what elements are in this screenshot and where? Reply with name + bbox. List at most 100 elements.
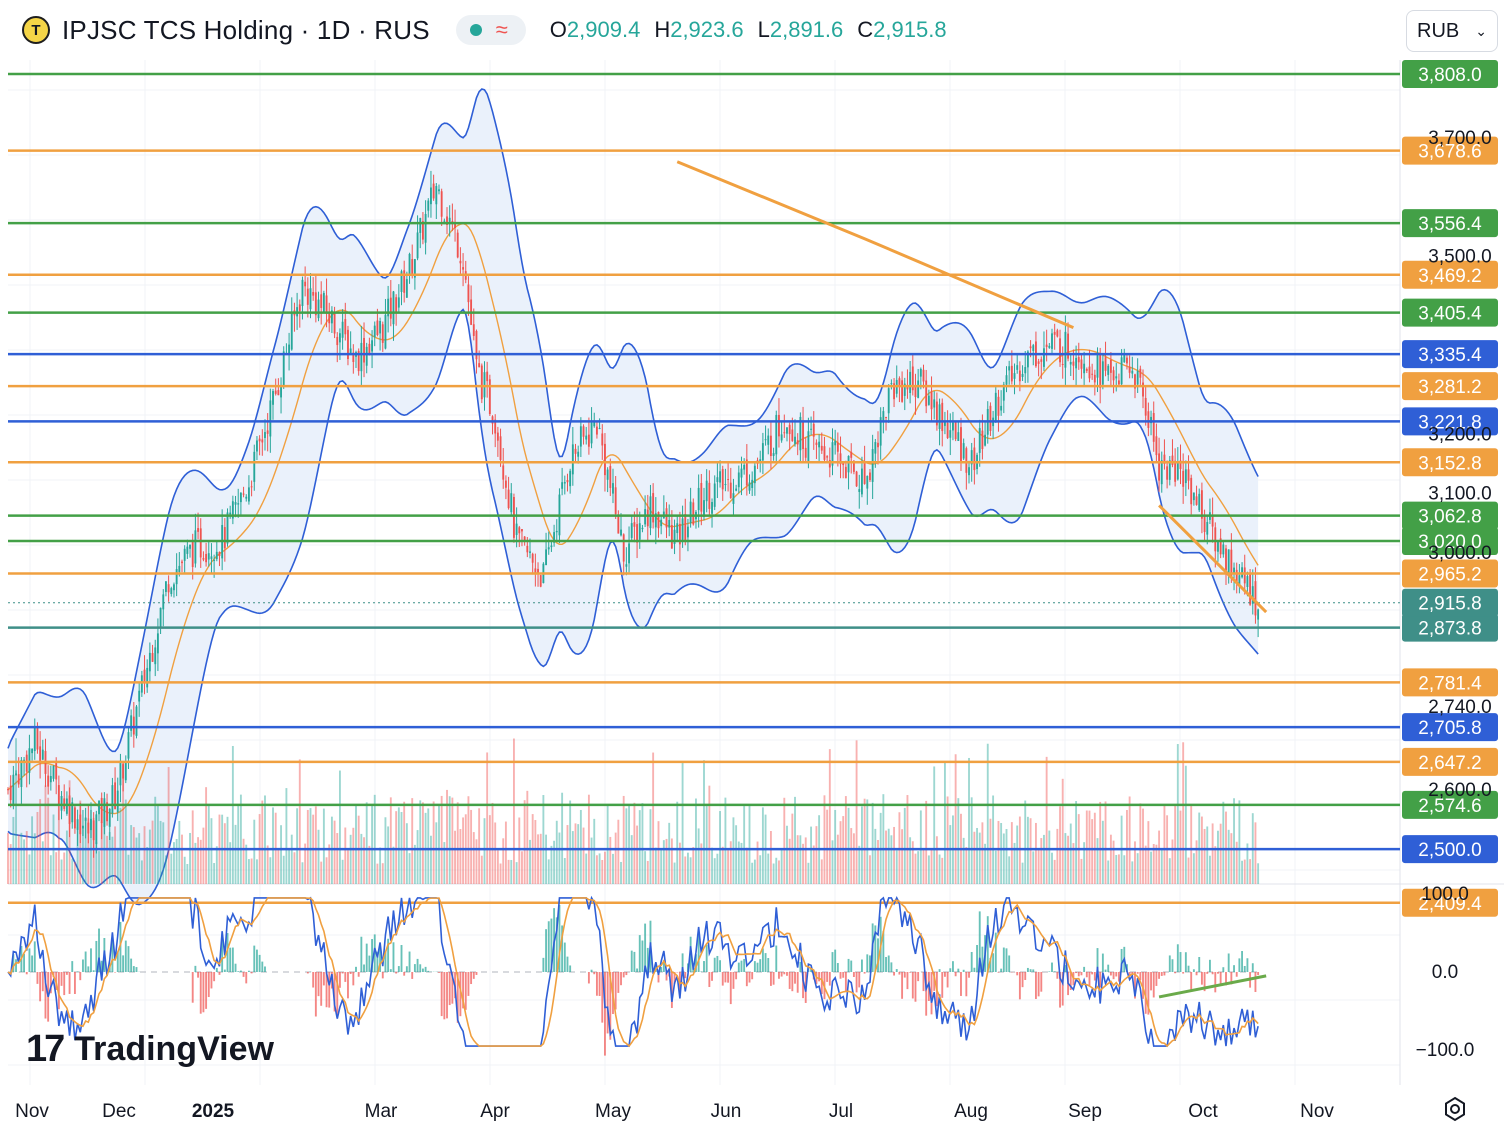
volume-bar	[852, 833, 855, 884]
volume-bar	[411, 798, 414, 884]
histogram-bar	[231, 947, 234, 972]
candle-body	[1238, 575, 1241, 585]
candle-body	[1123, 354, 1126, 363]
volume-bar	[871, 802, 874, 884]
candle-body	[804, 447, 807, 458]
candle-body	[15, 773, 17, 775]
volume-bar	[55, 852, 58, 884]
oscillator-pane	[7, 895, 1267, 1056]
candle-body	[432, 183, 435, 199]
candle-body	[280, 385, 282, 398]
histogram-bar	[960, 972, 962, 996]
ohlc-readout: O2,909.4 H2,923.6 L2,891.6 C2,915.8	[550, 17, 947, 43]
volume-bar	[183, 856, 186, 884]
volume-bar	[861, 806, 863, 884]
histogram-bar	[703, 961, 705, 972]
histogram-bar	[1109, 972, 1112, 976]
candle-body	[1155, 436, 1158, 456]
status-pill[interactable]: ≈	[455, 15, 526, 45]
volume-bar	[73, 861, 76, 884]
candle-body	[721, 469, 724, 490]
candle-body	[1144, 397, 1147, 416]
symbol-title[interactable]: IPJSC TCS Holding · 1D · RUS	[62, 14, 430, 45]
volume-bar	[60, 859, 63, 884]
candle-body	[1101, 361, 1104, 385]
volume-bar	[486, 752, 489, 884]
volume-bar	[767, 853, 770, 884]
volume-bar	[491, 802, 494, 884]
histogram-bar	[116, 951, 119, 972]
volume-bar	[919, 810, 922, 884]
candle-body	[748, 482, 751, 491]
volume-bar	[454, 830, 456, 884]
histogram-bar	[1152, 972, 1155, 998]
histogram-bar	[965, 972, 968, 997]
histogram-bar	[901, 972, 904, 999]
volume-bar	[100, 822, 103, 884]
candle-body	[1048, 345, 1051, 348]
histogram-bar	[347, 972, 349, 999]
histogram-bar	[721, 972, 724, 986]
volume-bar	[20, 832, 23, 884]
candle-body	[387, 298, 390, 317]
histogram-bar	[727, 972, 730, 983]
histogram-bar	[968, 972, 970, 978]
volume-bar	[807, 862, 810, 884]
volume-bar	[1158, 830, 1161, 884]
volume-bar	[954, 754, 957, 884]
candle-body	[28, 748, 31, 773]
candle-body	[1171, 455, 1174, 465]
histogram-bar	[745, 972, 748, 987]
candle-body	[472, 324, 475, 336]
currency-select[interactable]: RUB ⌄	[1406, 10, 1498, 52]
candle-body	[400, 271, 403, 292]
histogram-bar	[633, 951, 636, 972]
candle-body	[555, 530, 558, 533]
histogram-bar	[550, 918, 553, 972]
histogram-bar	[547, 921, 550, 972]
histogram-bar	[1104, 969, 1107, 972]
candle-body	[625, 564, 628, 567]
level-tag	[1402, 260, 1498, 289]
candle-body	[106, 802, 108, 822]
histogram-bar	[625, 972, 628, 976]
candle-body	[55, 761, 58, 780]
volume-bar	[44, 785, 47, 884]
histogram-bar	[911, 972, 914, 999]
volume-bar	[502, 838, 505, 884]
histogram-bar	[836, 963, 839, 972]
candle-body	[1005, 375, 1008, 385]
candle-body	[234, 502, 237, 505]
candle-body	[1010, 365, 1013, 382]
candle-body	[384, 314, 387, 349]
histogram-bar	[842, 972, 845, 978]
gear-icon[interactable]	[1442, 1096, 1468, 1122]
histogram-bar	[119, 921, 122, 972]
x-tick-label: Sep	[1068, 1101, 1102, 1122]
histogram-bar	[882, 931, 885, 972]
volume-bar	[480, 855, 483, 884]
candles	[7, 170, 1260, 858]
candle-body	[288, 344, 291, 355]
candle-body	[515, 523, 518, 535]
candle-body	[882, 411, 885, 423]
volume-bar	[529, 839, 531, 884]
histogram-bar	[336, 972, 339, 1015]
volume-bar	[732, 817, 735, 884]
volume-bar	[946, 796, 949, 884]
candle-body	[52, 765, 55, 779]
histogram-bar	[1037, 972, 1040, 997]
volume-bar	[470, 809, 473, 884]
trendlines[interactable]	[676, 160, 1268, 614]
candle-body	[545, 549, 547, 566]
histogram-bar	[834, 949, 837, 972]
histogram-bar	[376, 951, 379, 972]
volume-bar	[786, 825, 788, 884]
histogram-bar	[1093, 972, 1096, 981]
candle-body	[140, 675, 143, 693]
horizontal-levels[interactable]: 3,808.0 3,678.6 3,556.4 3,469.2 3,405.4 3,335…	[8, 60, 1498, 917]
histogram-bar	[411, 972, 414, 979]
volume-bar	[1072, 843, 1075, 884]
candle-body	[76, 819, 79, 830]
